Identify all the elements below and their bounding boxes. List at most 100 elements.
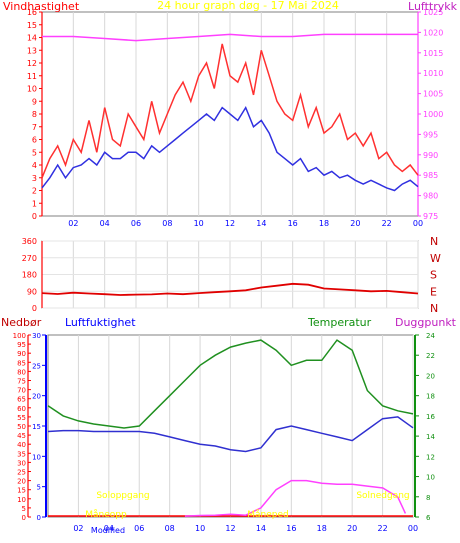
dewpoint-line: [184, 479, 407, 517]
wind-average-line: [41, 105, 419, 192]
direction-chart-series: [41, 282, 419, 296]
precipitation-y-tick-label: 55: [17, 414, 26, 422]
wind-x-tick-label: 20: [350, 219, 360, 228]
wind-y-tick-label: 0: [32, 212, 37, 221]
pressure-y-tick-label: 990: [423, 151, 438, 160]
precipitation-y-tick-label: 95: [17, 341, 26, 349]
humidity-y-tick-label: 0: [37, 514, 41, 522]
wind-axis-label: Vindhastighet: [3, 0, 80, 13]
temperature-y-tick-label: 20: [426, 372, 435, 380]
direction-chart-grid: [42, 240, 419, 309]
wind-y-tick-label: 4: [32, 161, 37, 170]
temperature-y-tick-label: 6: [426, 514, 431, 522]
humidity-line: [47, 416, 414, 453]
precipitation-y-tick-label: 30: [17, 459, 26, 467]
pressure-y-tick-label: 995: [423, 130, 438, 139]
climate-x-tick-label: 02: [73, 524, 83, 533]
pressure-y-tick-label: 980: [423, 192, 438, 201]
direction-y-tick-label: 90: [27, 287, 37, 296]
wind-chart-series: [41, 33, 419, 192]
temperature-y-tick-label: 10: [426, 474, 435, 482]
precipitation-y-tick-label: 10: [17, 496, 26, 504]
wind-x-tick-label: 18: [319, 219, 329, 228]
wind-y-tick-label: 9: [32, 97, 37, 106]
precipitation-y-tick-label: 5: [22, 505, 26, 513]
pressure-axis-label: Lufttrykk: [408, 0, 458, 13]
temperature-y-tick-label: 8: [426, 494, 430, 502]
wind-y-tick-label: 14: [27, 34, 37, 43]
precipitation-y-tick-label: 50: [17, 423, 26, 431]
temperature-y-tick-label: 18: [426, 393, 435, 401]
pressure-y-tick-label: 985: [423, 171, 438, 180]
compass-label: W: [430, 252, 441, 265]
temperature-label: Temperatur: [307, 316, 372, 329]
compass-label: N: [430, 302, 438, 315]
temperature-y-tick-label: 14: [426, 433, 435, 441]
precipitation-y-tick-label: 45: [17, 432, 26, 440]
wind-y-tick-label: 8: [32, 110, 37, 119]
wind-y-tick-label: 5: [32, 148, 37, 157]
pressure-line: [42, 33, 418, 42]
precipitation-y-tick-label: 60: [17, 405, 26, 413]
precipitation-y-tick-label: 20: [17, 478, 26, 486]
chart-title: 24 hour graph døg - 17 Mai 2024: [157, 0, 339, 12]
climate-x-tick-label: 16: [286, 524, 296, 533]
precipitation-y-tick-label: 100: [13, 332, 26, 340]
humidity-y-tick-label: 30: [32, 332, 41, 340]
humidity-y-tick-label: 25: [32, 362, 41, 370]
climate-x-tick-label: 08: [165, 524, 175, 533]
precipitation-y-tick-label: 35: [17, 450, 26, 458]
pressure-y-tick-label: 1005: [423, 90, 443, 99]
precipitation-label: Nedbør: [1, 316, 42, 329]
precipitation-y-tick-label: 85: [17, 359, 26, 367]
climate-x-tick-label: 00: [408, 524, 418, 533]
wind-y-tick-label: 1: [32, 199, 37, 208]
wind-x-tick-label: 12: [225, 219, 235, 228]
temperature-y-tick-label: 22: [426, 352, 435, 360]
pressure-y-tick-label: 1000: [423, 110, 443, 119]
wind-x-tick-label: 02: [68, 219, 78, 228]
climate-x-tick-label: 20: [347, 524, 357, 533]
wind-gust-line: [41, 43, 419, 179]
wind-y-tick-label: 7: [32, 123, 37, 132]
wind-x-tick-label: 00: [413, 219, 423, 228]
climate-chart-series: [47, 339, 414, 517]
wind-y-tick-label: 6: [32, 136, 37, 145]
sunrise-annotation: Soloppgang: [96, 491, 149, 501]
wind-x-tick-label: 08: [162, 219, 172, 228]
climate-x-tick-label: 22: [377, 524, 387, 533]
pressure-y-tick-label: 1025: [423, 8, 443, 17]
climate-x-tick-label: 14: [256, 524, 266, 533]
temperature-y-tick-label: 24: [426, 332, 435, 340]
precipitation-y-tick-label: 15: [17, 487, 26, 495]
climate-x-tick-label: 12: [225, 524, 235, 533]
wind-y-tick-label: 3: [32, 174, 37, 183]
direction-y-tick-label: 0: [32, 304, 37, 313]
wind-y-tick-label: 16: [27, 8, 37, 17]
moonrise-annotation: Måneopp: [85, 509, 127, 520]
pressure-y-tick-label: 1015: [423, 49, 443, 58]
pressure-y-tick-label: 975: [423, 212, 438, 221]
climate-x-tick-label: 04: [104, 524, 114, 533]
dewpoint-label: Duggpunkt: [395, 316, 457, 329]
wind-x-tick-label: 22: [382, 219, 392, 228]
wind-x-tick-label: 16: [288, 219, 298, 228]
wind-x-tick-label: 14: [256, 219, 266, 228]
pressure-y-tick-label: 1020: [423, 28, 443, 37]
precipitation-y-tick-label: 65: [17, 396, 26, 404]
precipitation-y-tick-label: 40: [17, 441, 26, 449]
humidity-label: Luftfuktighet: [65, 316, 136, 329]
compass-label: S: [430, 269, 437, 282]
wind-y-tick-label: 13: [27, 46, 37, 55]
wind-chart-grid: [72, 12, 419, 216]
wind-y-tick-label: 2: [32, 187, 37, 196]
temperature-line: [47, 339, 414, 429]
wind-y-tick-label: 10: [27, 85, 37, 94]
direction-y-tick-label: 360: [22, 237, 37, 246]
wind-y-tick-label: 11: [27, 72, 37, 81]
compass-label: E: [430, 285, 437, 298]
direction-y-tick-label: 270: [22, 254, 37, 263]
